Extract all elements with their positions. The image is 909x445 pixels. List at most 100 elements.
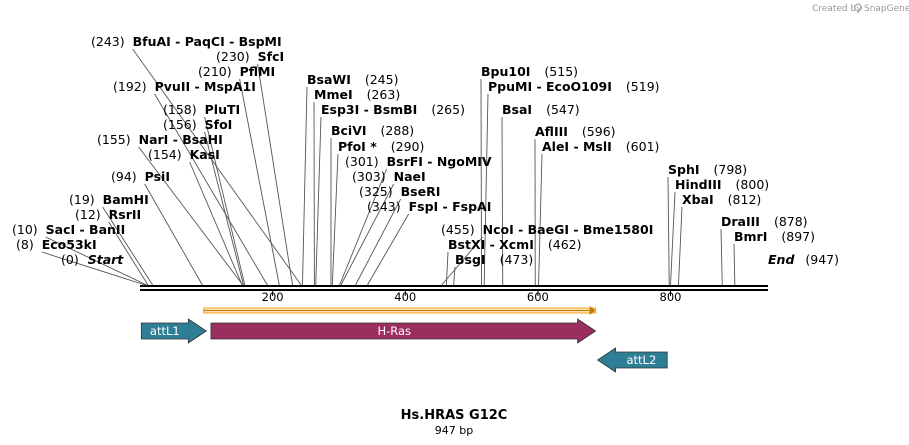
site-label[interactable]: DraIII (878) (721, 214, 808, 229)
site-sfoi[interactable]: (156) SfoI (163, 117, 232, 132)
feature-hras[interactable]: H-Ras (210, 318, 597, 344)
site-bsawi[interactable]: BsaWI (245) (307, 72, 398, 87)
site-leader (239, 78, 280, 286)
site-pflmi[interactable]: (210) PflMI (198, 64, 275, 79)
site-label[interactable]: SphI (798) (668, 162, 747, 177)
site-pfoi[interactable]: PfoI * (290) (338, 139, 424, 154)
site-rsrii[interactable]: (12) RsrII (75, 207, 141, 222)
site-position: (265) (431, 102, 465, 117)
site-label[interactable]: BsaWI (245) (307, 72, 398, 87)
site-xbai[interactable]: XbaI (812) (682, 192, 761, 207)
site-ppumi[interactable]: PpuMI - EcoO109I (519) (488, 79, 660, 94)
site-position: (154) (148, 147, 182, 162)
site-label[interactable]: (230) SfcI (216, 49, 284, 64)
site-leader (257, 63, 293, 286)
feature-attL1[interactable]: attL1 (140, 318, 208, 344)
site-label[interactable]: (158) PluTI (163, 102, 240, 117)
site-label[interactable]: (243) BfuAI - PaqCI - BspMI (91, 34, 282, 49)
site-label[interactable]: BmrI (897) (734, 229, 815, 244)
feature-hras-arrow[interactable] (210, 318, 597, 344)
site-position: (800) (736, 177, 770, 192)
site-label[interactable]: (19) BamHI (69, 192, 149, 207)
site-eco53ki[interactable]: (8) Eco53kI (16, 237, 97, 252)
site-ncoi[interactable]: (455) NcoI - BaeGI - Bme1580I (441, 222, 653, 237)
site-enzyme-name: SfoI (205, 117, 233, 132)
site-label[interactable]: PfoI * (290) (338, 139, 424, 154)
site-alei[interactable]: AleI - MslI (601) (542, 139, 659, 154)
axis-tick-label: 200 (262, 290, 284, 304)
site-label[interactable]: BciVI (288) (331, 123, 414, 138)
axis-tick-label: 600 (527, 290, 549, 304)
site-label[interactable]: AflIII (596) (535, 124, 616, 139)
site-leader (144, 183, 203, 286)
site-sfci[interactable]: (230) SfcI (216, 49, 284, 64)
site-label[interactable]: (154) KasI (148, 147, 220, 162)
site-bsrfi[interactable]: (301) BsrFI - NgoMIV (345, 154, 492, 169)
site-bmri[interactable]: BmrI (897) (734, 229, 815, 244)
site-enzyme-name: BsaWI (307, 72, 351, 87)
site-bstxi[interactable]: BstXI - XcmI (462) (448, 237, 581, 252)
site-label[interactable]: AleI - MslI (601) (542, 139, 659, 154)
site-label[interactable]: (192) PvuII - MspA1I (113, 79, 256, 94)
site-label[interactable]: BsgI (473) (455, 252, 533, 267)
site-label[interactable]: (155) NarI - BsaHI (97, 132, 223, 147)
site-label[interactable]: (10) SacI - BanII (12, 222, 125, 237)
site-bsai[interactable]: BsaI (547) (502, 102, 580, 117)
site-leader (132, 48, 302, 286)
site-label[interactable]: (455) NcoI - BaeGI - Bme1580I (441, 222, 653, 237)
site-sphi[interactable]: SphI (798) (668, 162, 747, 177)
site-label[interactable]: (12) RsrII (75, 207, 141, 222)
site-position: (243) (91, 34, 125, 49)
site-label[interactable]: (301) BsrFI - NgoMIV (345, 154, 492, 169)
site-leader (445, 251, 449, 286)
site-label[interactable]: (343) FspI - FspAI (367, 199, 491, 214)
site-label[interactable]: Esp3I - BsmBI (265) (321, 102, 465, 117)
orf-bar (203, 306, 597, 315)
site-label[interactable]: (94) PsiI (111, 169, 170, 184)
site-naei[interactable]: (303) NaeI (352, 169, 426, 184)
site-bpu10i[interactable]: Bpu10I (515) (481, 64, 578, 79)
site-esp3i[interactable]: Esp3I - BsmBI (265) (321, 102, 465, 117)
site-label[interactable]: BstXI - XcmI (462) (448, 237, 581, 252)
site-fspi[interactable]: (343) FspI - FspAI (367, 199, 491, 214)
site-label[interactable]: (303) NaeI (352, 169, 426, 184)
site-hindiii[interactable]: HindIII (800) (675, 177, 769, 192)
site-enzyme-name: Eco53kI (42, 237, 97, 252)
site-label[interactable]: (210) PflMI (198, 64, 275, 79)
site-bamhi[interactable]: (19) BamHI (69, 192, 149, 207)
feature-attL2[interactable]: attL2 (596, 347, 668, 373)
site-pvuii[interactable]: (192) PvuII - MspA1I (113, 79, 256, 94)
site-position: (230) (216, 49, 250, 64)
site-position: (547) (546, 102, 580, 117)
site-bcivi[interactable]: BciVI (288) (331, 123, 414, 138)
site-afliii[interactable]: AflIII (596) (535, 124, 616, 139)
site-bfuai[interactable]: (243) BfuAI - PaqCI - BspMI (91, 34, 282, 49)
site-enzyme-name: HindIII (675, 177, 722, 192)
site-label[interactable]: PpuMI - EcoO109I (519) (488, 79, 660, 94)
site-label[interactable]: (156) SfoI (163, 117, 232, 132)
site-bseri[interactable]: (325) BseRI (359, 184, 440, 199)
site-label[interactable]: (325) BseRI (359, 184, 440, 199)
site-enzyme-name: SacI - BanII (46, 222, 126, 237)
site-leader (204, 116, 246, 286)
site-position: (325) (359, 184, 393, 199)
site-leader (441, 236, 483, 286)
site-nari[interactable]: (155) NarI - BsaHI (97, 132, 223, 147)
site-label[interactable]: XbaI (812) (682, 192, 761, 207)
site-draiii[interactable]: DraIII (878) (721, 214, 808, 229)
feature-attL2-arrow[interactable] (596, 347, 668, 373)
site-label[interactable]: MmeI (263) (314, 87, 400, 102)
site-label[interactable]: Bpu10I (515) (481, 64, 578, 79)
feature-attL1-arrow[interactable] (140, 318, 208, 344)
site-label[interactable]: BsaI (547) (502, 102, 580, 117)
site-kasi[interactable]: (154) KasI (148, 147, 220, 162)
site-label[interactable]: (8) Eco53kI (16, 237, 97, 252)
site-pluti[interactable]: (158) PluTI (163, 102, 240, 117)
site-enzyme-name: Bpu10I (481, 64, 530, 79)
site-mmei[interactable]: MmeI (263) (314, 87, 400, 102)
site-bsgi[interactable]: BsgI (473) (455, 252, 533, 267)
site-position: (301) (345, 154, 379, 169)
site-psii[interactable]: (94) PsiI (111, 169, 170, 184)
site-saci[interactable]: (10) SacI - BanII (12, 222, 125, 237)
site-label[interactable]: HindIII (800) (675, 177, 769, 192)
